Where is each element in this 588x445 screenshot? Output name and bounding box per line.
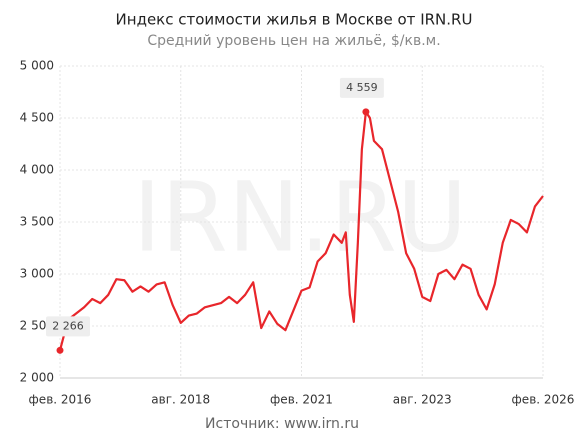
x-tick-label: фев. 2016 bbox=[29, 393, 92, 407]
y-tick-label: 4 000 bbox=[20, 163, 54, 177]
x-tick-label: авг. 2023 bbox=[393, 393, 452, 407]
annotation-box bbox=[339, 77, 384, 98]
data-line bbox=[58, 110, 544, 351]
chart-subtitle: Средний уровень цен на жильё, $/кв.м. bbox=[147, 33, 440, 49]
y-tick-label: 2 000 bbox=[20, 371, 54, 385]
y-tick-label: 5 000 bbox=[20, 59, 54, 73]
x-tick-label: фев. 2021 bbox=[270, 393, 333, 407]
x-tick-label: фев. 2026 bbox=[512, 393, 575, 407]
y-tick-label: 3 500 bbox=[20, 215, 54, 229]
y-tick-label: 3 000 bbox=[20, 267, 54, 281]
y-tick-label: 4 500 bbox=[20, 111, 54, 125]
annotation-label: 4 559 bbox=[346, 81, 378, 94]
source: Источник: www.irn.ru bbox=[205, 416, 359, 432]
annotation-box bbox=[46, 316, 90, 337]
y-tick-label: 2 500 bbox=[20, 319, 54, 333]
annotation-label: 2 266 bbox=[52, 319, 84, 332]
watermark: IRN.RU bbox=[133, 161, 467, 273]
chart-title: Индекс стоимости жилья в Москве от IRN.R… bbox=[116, 11, 473, 29]
x-tick-label: авг. 2018 bbox=[151, 393, 210, 407]
annotation-point bbox=[362, 108, 370, 116]
annotation-point bbox=[56, 346, 64, 354]
